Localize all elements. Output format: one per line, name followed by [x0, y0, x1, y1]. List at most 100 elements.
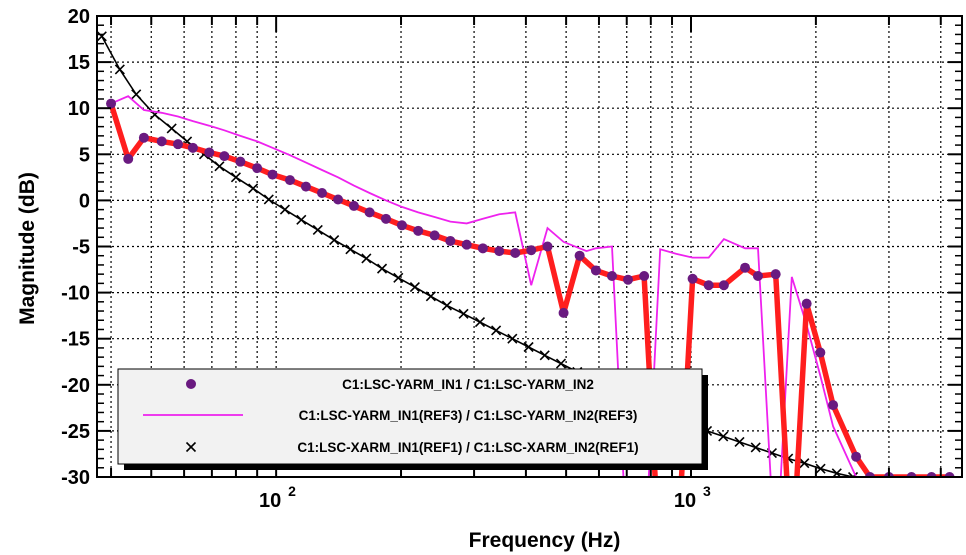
- y-tick-label: -10: [61, 283, 90, 305]
- x-marker-stroke: [361, 253, 372, 264]
- x-marker-stroke: [539, 350, 550, 361]
- series-meas-point: [477, 243, 488, 254]
- series-meas-point: [828, 400, 839, 411]
- series-ref1-marker: [361, 253, 372, 264]
- series-ref1-marker: [248, 183, 259, 194]
- x-marker-stroke: [376, 263, 388, 274]
- x-marker-stroke: [474, 317, 486, 328]
- y-tick-label: -30: [61, 467, 90, 489]
- y-tick-label: 10: [68, 98, 90, 120]
- series-meas-point: [445, 235, 456, 246]
- series-meas-point: [606, 271, 617, 282]
- series-ref1-marker: [393, 272, 404, 283]
- series-ref1-marker: [345, 244, 356, 255]
- x-tick-label-exponent: 2: [288, 483, 296, 499]
- series-meas-point: [542, 241, 553, 252]
- x-marker-stroke: [523, 341, 534, 353]
- axis-ticks: 20 15 10 5 0 -5 -10 -15 -20 -25 -30 10 2 10 3: [61, 6, 962, 512]
- x-marker-stroke: [718, 431, 729, 442]
- series-meas-point: [235, 156, 246, 167]
- x-marker-stroke: [734, 436, 745, 448]
- x-marker-stroke: [97, 31, 107, 42]
- x-marker-stroke: [425, 291, 436, 302]
- x-marker-stroke: [263, 194, 274, 205]
- series-meas-point: [639, 271, 650, 282]
- series-ref1-marker: [296, 214, 307, 225]
- series-ref1-marker: [458, 308, 469, 319]
- series-meas-point: [718, 280, 729, 291]
- series-meas-point: [333, 194, 344, 205]
- series-ref1-marker: [523, 341, 534, 353]
- x-marker-stroke: [799, 458, 810, 469]
- x-marker-stroke: [507, 333, 518, 344]
- x-marker-stroke: [345, 244, 356, 255]
- y-tick-label: -20: [61, 375, 90, 397]
- series-meas-point: [106, 98, 117, 109]
- series-meas-line: [108, 102, 950, 477]
- series-meas-point: [381, 213, 392, 224]
- x-marker-stroke: [851, 471, 859, 477]
- series-ref1-marker: [214, 161, 225, 172]
- series-ref1-marker: [750, 442, 761, 453]
- axis-labels: Frequency (Hz) Magnitude (dB): [16, 172, 620, 552]
- series-meas-point: [558, 307, 569, 318]
- series-meas-point: [138, 132, 149, 143]
- series-ref1-marker: [847, 471, 859, 477]
- x-marker-stroke: [166, 123, 177, 134]
- series-meas-point: [461, 239, 472, 250]
- legend-box: [117, 368, 703, 465]
- y-tick-label: 20: [68, 6, 90, 28]
- y-tick-label: 0: [79, 190, 90, 212]
- series-ref1-marker: [279, 204, 290, 215]
- series-meas-point: [494, 246, 505, 257]
- series-meas-point: [770, 269, 781, 280]
- series-meas-point: [429, 230, 440, 241]
- series-ref1-marker: [409, 282, 420, 293]
- series-meas-point: [740, 262, 751, 273]
- series-meas-point: [123, 153, 134, 164]
- series-meas-point: [851, 451, 862, 462]
- series-ref3-line: [110, 95, 950, 477]
- legend-entries: C1:LSC-YARM_IN1 / C1:LSC-YARM_IN2 C1:LSC-…: [143, 377, 639, 455]
- series-ref1-marker: [329, 234, 340, 246]
- series-ref1-marker: [555, 358, 567, 369]
- series-meas-point: [187, 142, 198, 153]
- series-meas-point: [510, 247, 521, 258]
- series-meas-point: [815, 347, 826, 358]
- series-ref1-marker: [799, 458, 810, 469]
- series-meas-point: [752, 271, 763, 282]
- series-ref1-marker: [718, 431, 729, 442]
- series-ref1-marker: [507, 333, 518, 344]
- series-meas-point: [172, 139, 183, 150]
- series-meas-point: [574, 250, 585, 261]
- series-ref1-marker: [491, 325, 502, 336]
- series-meas-point: [590, 265, 601, 276]
- x-marker-stroke: [815, 463, 826, 474]
- series-ref1-marker: [312, 224, 323, 235]
- series-ref1-marker: [474, 317, 486, 328]
- x-marker-stroke: [847, 471, 855, 477]
- x-tick-label: 10: [259, 490, 281, 512]
- series-meas-point: [526, 245, 537, 256]
- series-meas-point: [348, 200, 359, 211]
- x-tick-label-exponent: 3: [703, 483, 711, 499]
- legend-label: C1:LSC-YARM_IN1 / C1:LSC-YARM_IN2: [342, 377, 594, 392]
- legend: C1:LSC-YARM_IN1 / C1:LSC-YARM_IN2 C1:LSC-…: [117, 368, 708, 470]
- x-marker-stroke: [230, 172, 241, 183]
- legend-label: C1:LSC-YARM_IN1(REF3) / C1:LSC-YARM_IN2(…: [299, 408, 638, 423]
- series-meas-point: [801, 298, 812, 309]
- x-axis-title: Frequency (Hz): [469, 529, 621, 552]
- series-ref1-marker: [425, 291, 436, 302]
- y-tick-label: 15: [68, 52, 90, 74]
- x-marker-stroke: [296, 214, 307, 225]
- series-meas-point: [944, 472, 955, 477]
- series-meas-point: [396, 220, 407, 231]
- series-ref1-marker: [734, 436, 745, 448]
- y-tick-label: -5: [72, 237, 90, 259]
- series-ref1-marker: [376, 263, 388, 274]
- y-axis-title: Magnitude (dB): [16, 172, 39, 325]
- x-marker-stroke: [312, 224, 323, 235]
